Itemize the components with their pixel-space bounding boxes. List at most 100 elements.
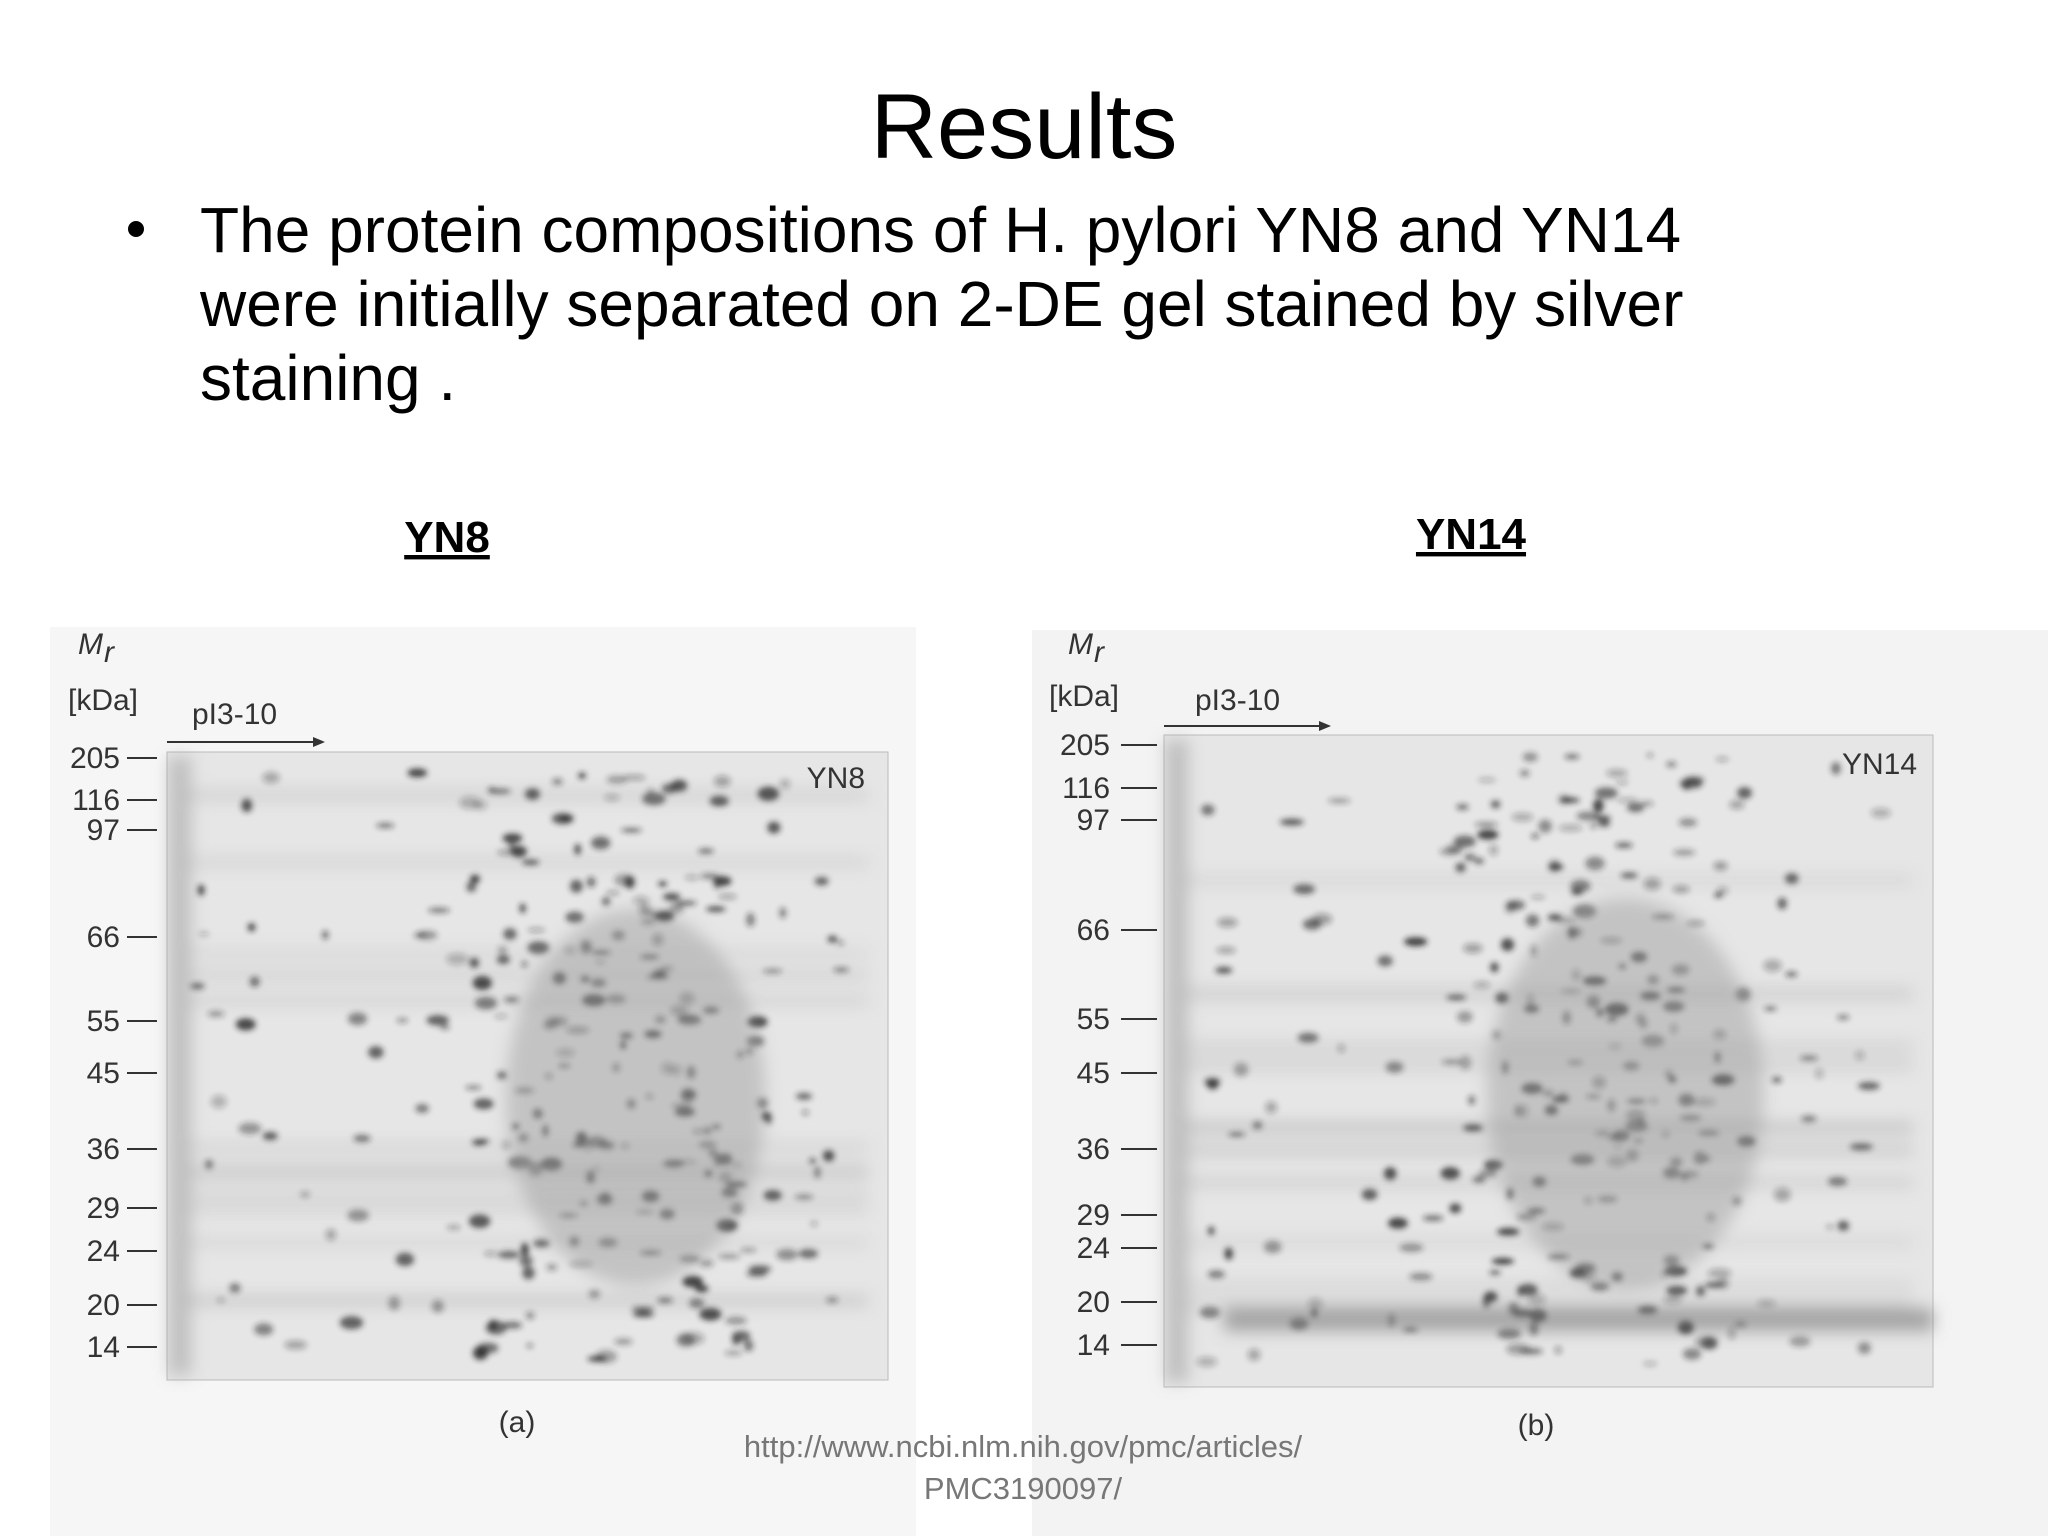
gel-spot	[622, 774, 646, 781]
gel-spot	[552, 778, 563, 786]
source-url: PMC3190097/	[924, 1471, 1123, 1506]
gel-spot	[1388, 1217, 1408, 1229]
marker-label: 36	[1077, 1133, 1110, 1166]
marker-label: 205	[1060, 729, 1110, 762]
mr-subscript: r	[1094, 636, 1105, 669]
bullet-line: staining .	[200, 342, 456, 414]
gel-spot	[658, 881, 668, 887]
gel-spot	[762, 969, 783, 974]
gel-spot	[684, 874, 699, 881]
gel-spot	[1215, 966, 1233, 974]
gel-spot	[241, 798, 253, 812]
gel-spot	[1666, 761, 1677, 768]
gel-spot	[1500, 938, 1515, 952]
gel-streak	[187, 1205, 868, 1212]
gel-spot	[1598, 818, 1611, 828]
gel-spot	[284, 1340, 307, 1350]
gel-spot	[559, 815, 572, 822]
marker-label: 14	[1077, 1329, 1110, 1362]
gel-spot	[606, 890, 620, 895]
gel-spot	[1224, 1247, 1233, 1260]
gel-spot	[1682, 1348, 1702, 1360]
gel-spot	[1616, 780, 1629, 785]
gel-spot	[210, 1094, 227, 1109]
gel-spot	[1763, 959, 1782, 973]
gel-spot	[698, 848, 714, 854]
gel-spot	[1201, 804, 1215, 816]
sample-label: YN8	[807, 762, 865, 795]
figure-caption: (a)	[499, 1406, 536, 1439]
gel-spot	[519, 903, 526, 914]
marker-label: 20	[1077, 1286, 1110, 1319]
gel-spot	[1297, 1032, 1319, 1043]
gel-spot	[748, 1265, 772, 1273]
gel-spot	[1404, 937, 1428, 947]
gel-bands	[169, 757, 868, 1375]
gel-spot	[700, 873, 720, 880]
gel-spot	[1837, 1220, 1850, 1232]
gel-spot	[1484, 1291, 1498, 1303]
gel-spot	[798, 1248, 818, 1259]
gel-spot	[321, 930, 329, 940]
gel-spot	[494, 1013, 508, 1019]
gel-spot	[1531, 833, 1539, 839]
gel-spot	[776, 1248, 798, 1261]
marker-label: 116	[1062, 772, 1110, 805]
gel-spot	[1377, 955, 1393, 967]
gel-spot	[1477, 777, 1496, 783]
gel-spot	[588, 1289, 601, 1299]
gel-spot	[1525, 914, 1540, 927]
gel-spot	[1789, 1336, 1811, 1347]
mr-subscript: r	[104, 636, 115, 669]
gel-spot	[472, 975, 492, 990]
gel-spot	[189, 982, 205, 990]
gel-spot	[1519, 769, 1530, 777]
gel-spot	[1606, 769, 1628, 778]
gel-spot	[586, 876, 596, 888]
gel-spot	[1488, 844, 1499, 856]
gel-spot	[631, 1306, 655, 1311]
gel-spot	[1672, 885, 1690, 893]
gel-spot	[1453, 835, 1476, 848]
marker-label: 45	[87, 1057, 120, 1090]
gel-spot	[502, 1321, 523, 1329]
gel-spot	[675, 900, 697, 906]
gel-spot	[1713, 861, 1728, 871]
gel-spot	[496, 955, 510, 965]
marker-lane	[1166, 740, 1188, 1382]
gel-spot	[1491, 1257, 1514, 1265]
gel-spot	[1857, 1081, 1880, 1091]
gel-spot	[822, 1150, 835, 1162]
gel-spot	[1737, 787, 1752, 799]
gel-spot	[591, 836, 611, 850]
gel-spot	[473, 800, 488, 810]
gel-spot	[1520, 1347, 1543, 1355]
gel-spot	[1785, 971, 1798, 978]
gel-streak	[187, 859, 868, 866]
gel-spot	[1228, 1132, 1245, 1137]
gel-spot	[1490, 962, 1499, 973]
gel-spot	[1474, 857, 1484, 865]
gel-spot	[254, 1323, 274, 1336]
bullet-line: The protein compositions of H. pylori YN…	[200, 194, 1681, 266]
gel-spot	[447, 1225, 461, 1230]
gel-streak	[187, 972, 868, 979]
gel-spot	[1799, 1055, 1819, 1061]
gel-spot	[1777, 897, 1788, 910]
gel-spot	[472, 1139, 486, 1146]
gel-spot	[368, 1046, 384, 1059]
gel-spot	[1678, 818, 1698, 827]
gel-spot	[1837, 1014, 1850, 1020]
gel-spot	[1467, 1095, 1476, 1106]
gel-spot	[347, 1209, 369, 1222]
gel-spot	[1564, 754, 1580, 760]
gel-spot	[671, 779, 688, 792]
gel-spot	[632, 1311, 654, 1318]
gel-spot	[1558, 824, 1583, 832]
pi-arrowhead	[313, 737, 325, 747]
marker-label: 66	[1077, 914, 1110, 947]
gel-spot	[699, 1307, 722, 1321]
gel-spot	[1538, 819, 1552, 833]
